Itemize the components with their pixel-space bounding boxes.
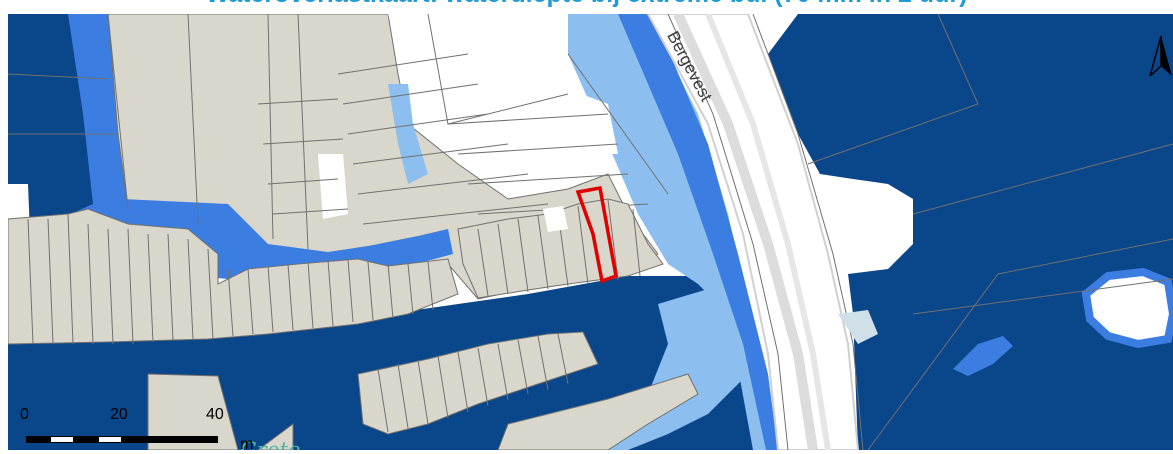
medium-water-band [618, 14, 778, 450]
building-block-southwest [147, 373, 239, 450]
parcel-lines-south [27, 213, 434, 345]
dry-area-road-south [838, 310, 878, 344]
scale-label-0: 0 [20, 406, 29, 423]
building-block-south [497, 373, 699, 450]
building-row-south [8, 208, 459, 345]
canal-label: Grote [240, 438, 301, 450]
parcel-lines-east-row [477, 199, 641, 297]
highlighted-parcel[interactable] [575, 185, 618, 284]
scale-segment [122, 436, 218, 443]
scale-label-40: 40 [206, 406, 224, 423]
deep-water-east [768, 14, 1173, 450]
road-centerline-2 [705, 14, 831, 450]
scale-segment [26, 436, 50, 443]
medium-water-east-patch [953, 336, 1013, 376]
scale-segment [98, 436, 122, 443]
medium-water-east-ring [1081, 267, 1173, 349]
map-canvas [8, 14, 1173, 450]
scale-segment [50, 436, 74, 443]
scale-segment [74, 436, 98, 443]
parcel-lines-canal [377, 333, 569, 433]
shallow-water-north [388, 84, 428, 184]
dry-patch-east-row [543, 206, 568, 232]
building-block-south-2 [257, 423, 294, 450]
dry-area-east-2 [1086, 272, 1173, 344]
dry-area-north [388, 14, 618, 154]
shallow-water-band [568, 14, 773, 450]
scale-bar [26, 436, 218, 450]
road-bergevest [646, 14, 860, 450]
scale-unit: m [240, 436, 254, 453]
map-title: Wateroverlastkaart: waterdiepte bij extr… [0, 0, 1173, 14]
north-arrow-icon [1149, 36, 1172, 76]
dry-patch-central [318, 154, 348, 219]
road-centerline [673, 14, 818, 450]
deep-water-west [8, 14, 93, 224]
map-view[interactable]: Bergevest Grote [8, 14, 1173, 450]
road-edge [667, 14, 864, 450]
scale-label-20: 20 [110, 406, 128, 423]
building-block-canal [357, 331, 599, 435]
dry-area-east [808, 186, 903, 276]
parcel-lines-east [807, 14, 1173, 450]
medium-water-west [8, 14, 458, 282]
